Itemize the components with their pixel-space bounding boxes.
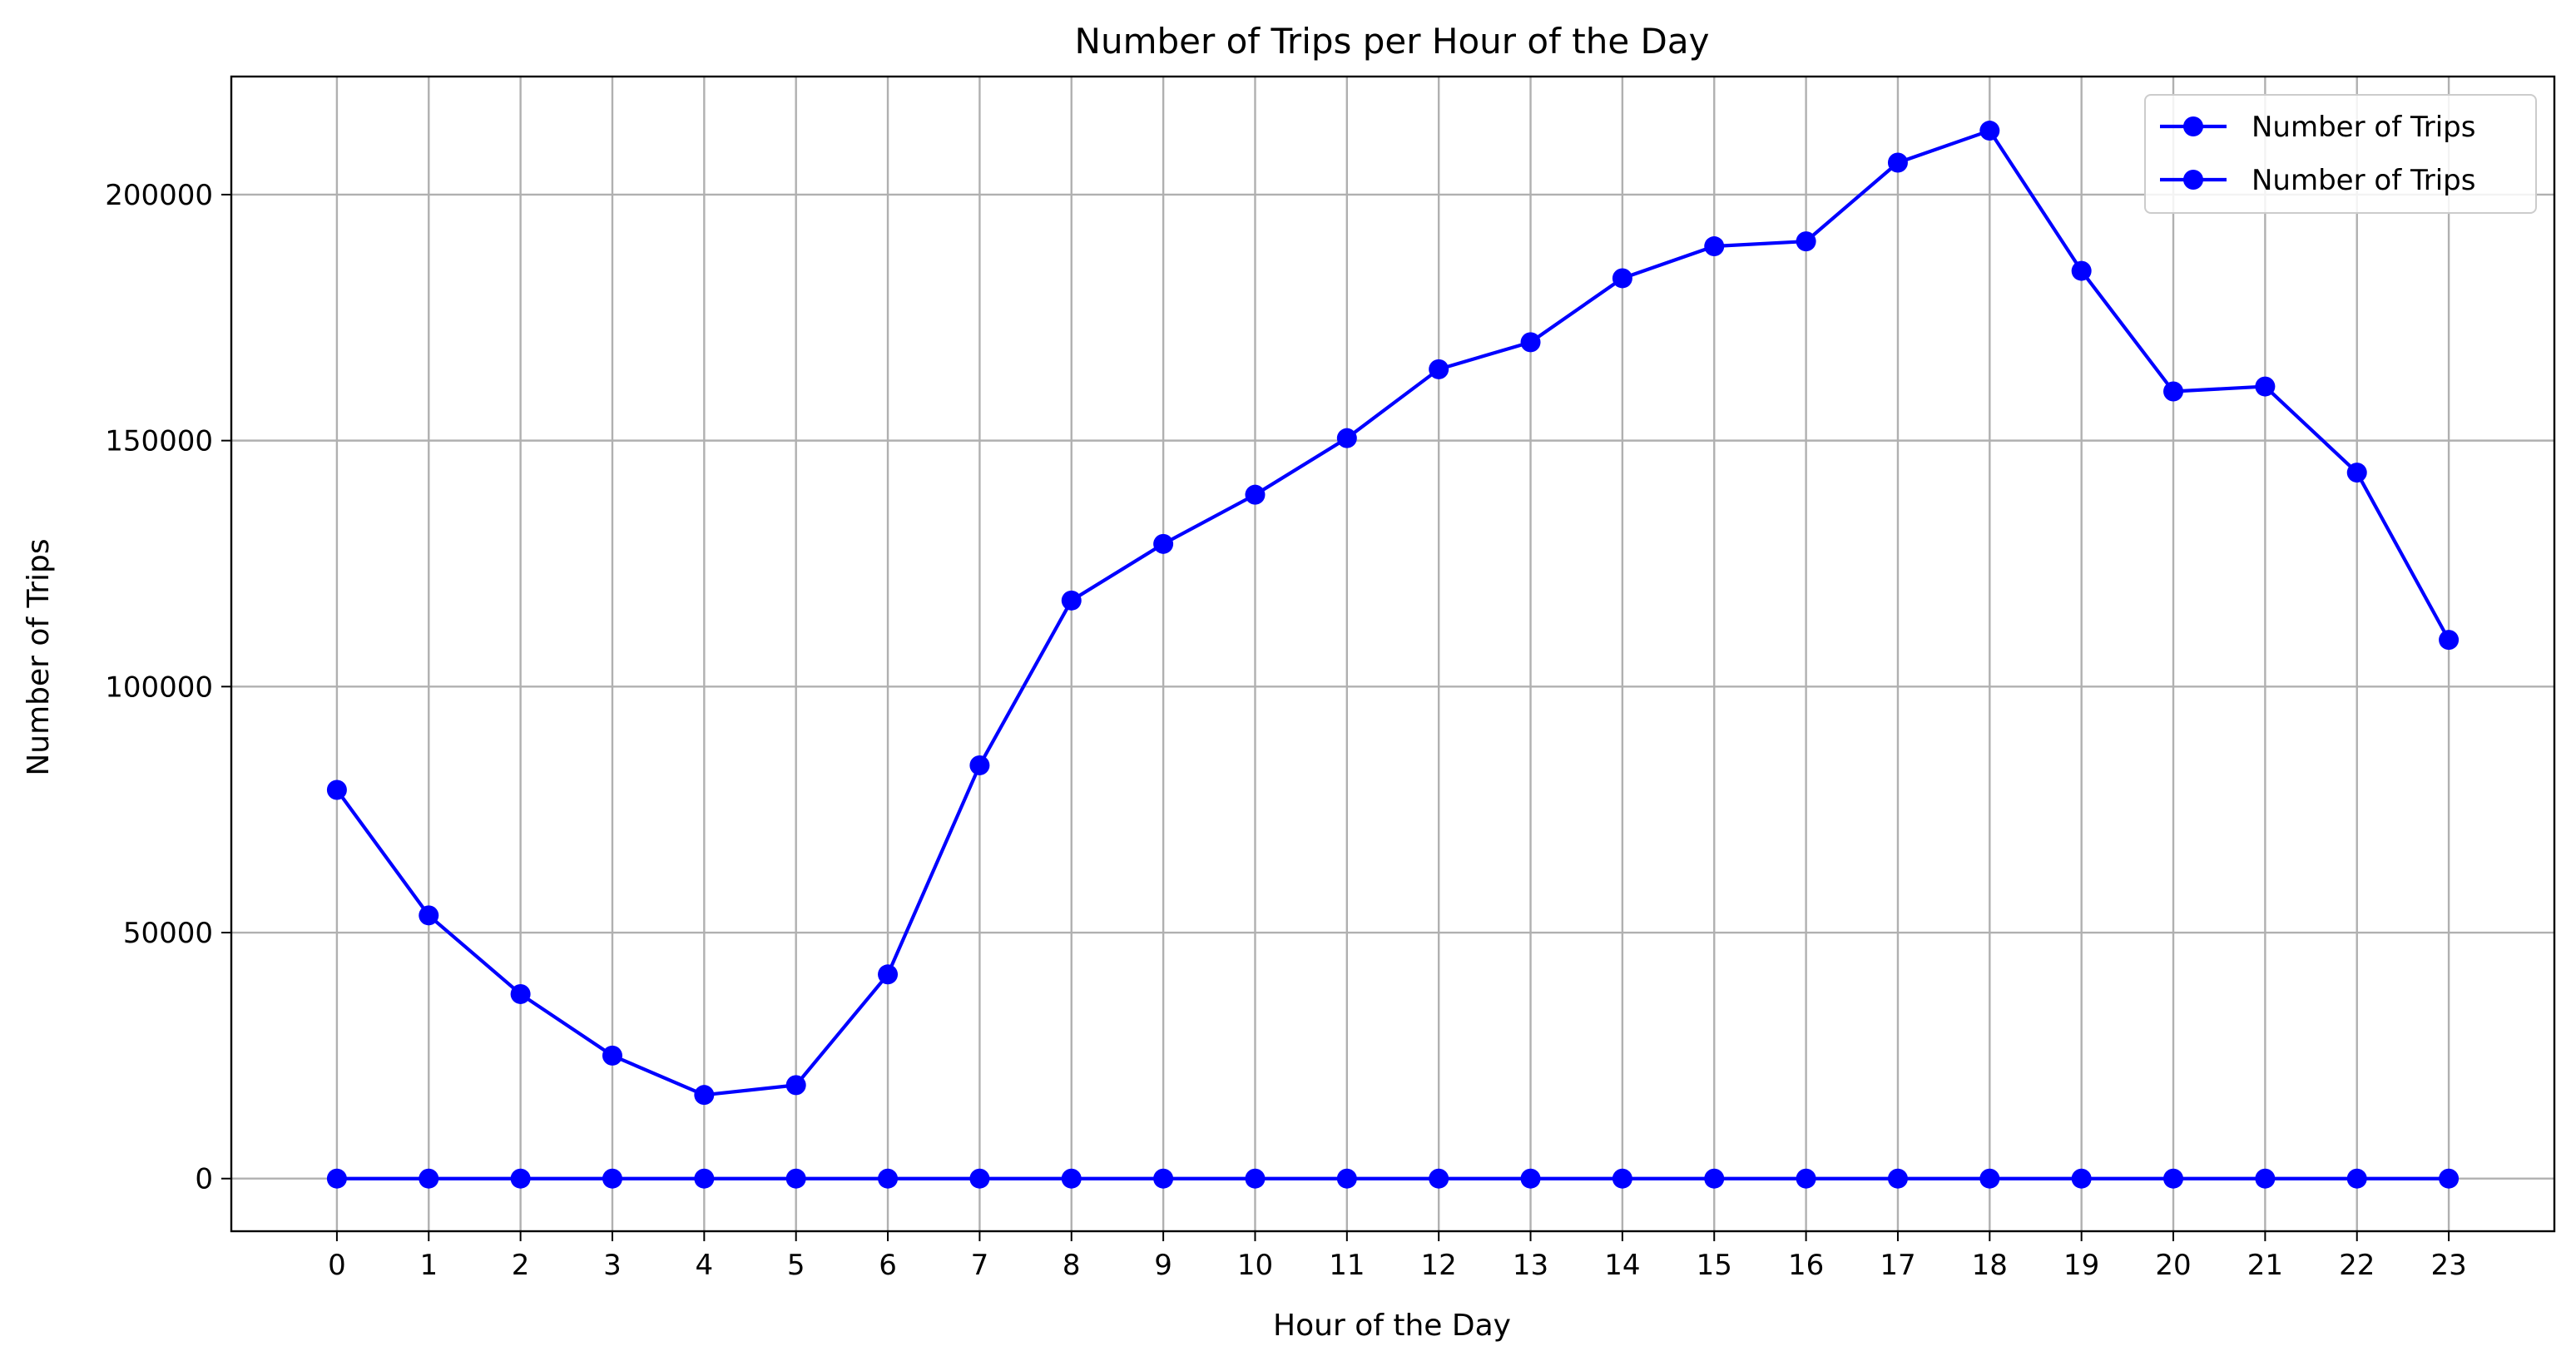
x-tick-label: 16 <box>1788 1249 1824 1282</box>
legend-box <box>2144 94 2537 214</box>
data-point <box>1336 1168 1357 1189</box>
data-point <box>785 1075 806 1096</box>
x-tick-label: 6 <box>879 1249 897 1282</box>
data-point <box>2071 1168 2092 1189</box>
data-point <box>1612 1168 1632 1189</box>
series-line <box>335 128 2450 1097</box>
data-point <box>2439 630 2460 651</box>
x-tick-label: 10 <box>1237 1249 1273 1282</box>
legend: Number of Trips Number of Trips <box>2144 94 2537 214</box>
data-point <box>694 1168 715 1189</box>
data-point <box>1796 231 1816 252</box>
data-point <box>969 755 990 775</box>
x-tick-label: 3 <box>603 1249 622 1282</box>
x-tick-label: 15 <box>1697 1249 1732 1282</box>
x-axis-label: Hour of the Day <box>1273 1309 1511 1343</box>
x-tick-label: 7 <box>971 1249 989 1282</box>
x-tick-label: 12 <box>1421 1249 1457 1282</box>
data-point <box>1245 1168 1266 1189</box>
x-tick-label: 19 <box>2063 1249 2099 1282</box>
data-point <box>1061 590 1082 611</box>
data-point <box>326 1168 347 1189</box>
data-point <box>2346 1168 2367 1189</box>
x-tick-label: 18 <box>1972 1249 2008 1282</box>
y-tick-label: 150000 <box>105 425 213 458</box>
y-tick-label: 0 <box>195 1163 213 1196</box>
data-point <box>2439 1168 2460 1189</box>
series-layer <box>326 121 2460 1189</box>
series-2 <box>326 1168 2460 1189</box>
data-point <box>1704 236 1725 257</box>
data-point <box>510 983 531 1004</box>
y-tick-label: 50000 <box>123 917 213 950</box>
x-tick-label: 11 <box>1329 1249 1365 1282</box>
data-point <box>2163 381 2184 402</box>
data-point <box>1061 1168 1082 1189</box>
data-point <box>1153 533 1174 554</box>
data-point <box>1520 1168 1541 1189</box>
data-point <box>602 1168 622 1189</box>
series-1 <box>326 121 2460 1106</box>
x-tick-label: 14 <box>1604 1249 1640 1282</box>
data-point <box>2071 260 2092 281</box>
data-point <box>419 1168 439 1189</box>
data-point <box>969 1168 990 1189</box>
data-point <box>694 1085 715 1106</box>
x-tick-label: 20 <box>2155 1249 2191 1282</box>
x-tick-label: 9 <box>1154 1249 1172 1282</box>
data-point <box>1887 152 1908 173</box>
legend-marker <box>2183 116 2203 136</box>
grid-layer <box>231 77 2554 1231</box>
x-tick-label: 23 <box>2430 1249 2466 1282</box>
data-point <box>1887 1168 1908 1189</box>
data-point <box>2255 376 2276 397</box>
x-tick-label: 0 <box>328 1249 346 1282</box>
data-point <box>419 905 439 926</box>
data-point <box>1336 428 1357 448</box>
legend-marker <box>2183 170 2203 190</box>
x-tick-label: 4 <box>696 1249 714 1282</box>
legend-label: Number of Trips <box>2252 111 2475 144</box>
data-point <box>1979 1168 2000 1189</box>
chart-title: Number of Trips per Hour of the Day <box>1075 21 1710 62</box>
legend-label: Number of Trips <box>2252 164 2475 197</box>
data-point <box>2346 463 2367 483</box>
data-point <box>1429 1168 1449 1189</box>
x-tick-label: 1 <box>419 1249 438 1282</box>
data-point <box>1429 359 1449 379</box>
x-tick-label: 5 <box>787 1249 805 1282</box>
x-tick-label: 8 <box>1063 1249 1081 1282</box>
x-tick-label: 13 <box>1513 1249 1548 1282</box>
x-tick-label: 21 <box>2247 1249 2283 1282</box>
data-point <box>326 780 347 800</box>
data-point <box>878 1168 899 1189</box>
ticks-layer: 0 1 2 3 4 5 6 7 8 9 10 11 12 13 14 15 16 17 18 19 20 21 22 2305… <box>105 179 2467 1282</box>
data-point <box>510 1168 531 1189</box>
data-point <box>1704 1168 1725 1189</box>
data-point <box>878 964 899 985</box>
data-point <box>2163 1168 2184 1189</box>
x-tick-label: 17 <box>1880 1249 1915 1282</box>
data-point <box>1979 121 2000 141</box>
legend-item: Number of Trips <box>2160 164 2475 197</box>
data-point <box>1796 1168 1816 1189</box>
x-tick-label: 2 <box>512 1249 530 1282</box>
data-point <box>2255 1168 2276 1189</box>
data-point <box>602 1045 622 1066</box>
data-point <box>1612 268 1632 289</box>
data-point <box>785 1168 806 1189</box>
data-point <box>1520 332 1541 353</box>
y-tick-label: 100000 <box>105 671 213 704</box>
x-tick-label: 22 <box>2339 1249 2375 1282</box>
data-point <box>1153 1168 1174 1189</box>
plot-frame <box>230 75 2556 1233</box>
legend-item: Number of Trips <box>2160 111 2475 144</box>
data-point <box>1245 484 1266 505</box>
y-axis-label: Number of Trips <box>22 538 56 775</box>
y-tick-label: 200000 <box>105 179 213 212</box>
